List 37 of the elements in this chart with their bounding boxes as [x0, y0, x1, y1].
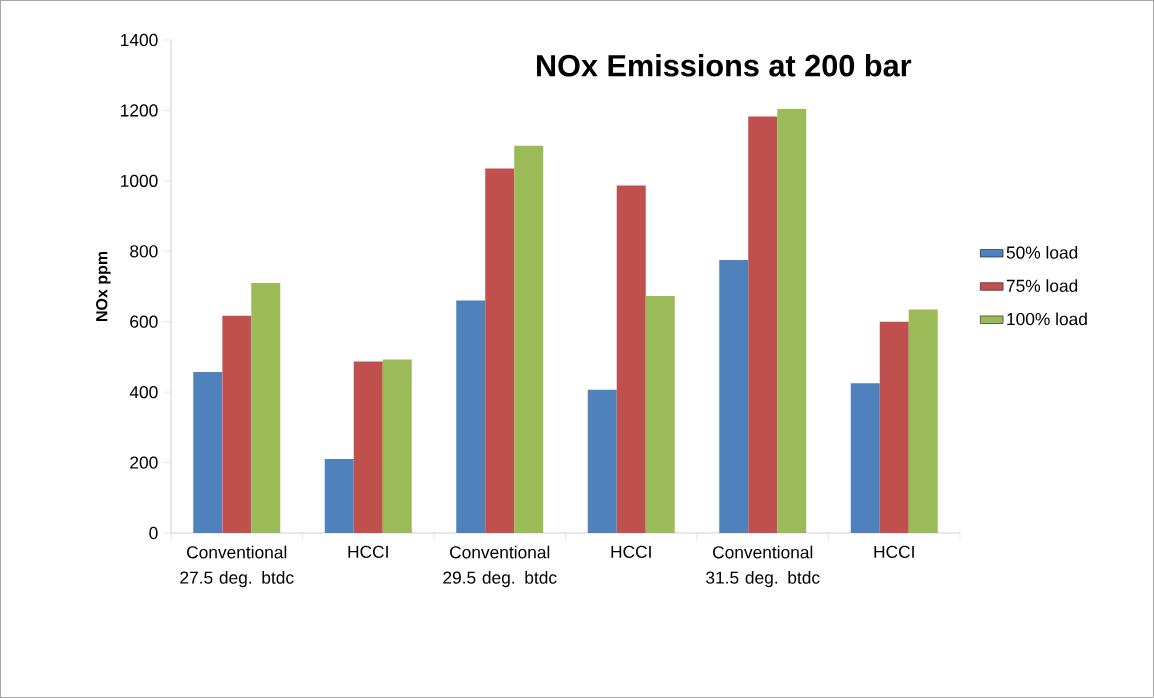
x-tick-label: HCCI	[611, 545, 651, 558]
legend-label: 50% load	[1006, 245, 1078, 259]
x-tick-label: Conventional 27.5 deg. btdc	[180, 545, 294, 588]
y-tick-label: 1000	[121, 174, 158, 187]
chart-title: NOx Emissions at 200 bar	[537, 54, 912, 77]
bar	[850, 383, 880, 533]
y-tick-label: 400	[129, 385, 158, 399]
x-tick-label: Conventional 31.5 deg. btdc	[706, 545, 820, 588]
bar	[616, 185, 646, 533]
x-tick-label: HCCI	[348, 545, 388, 558]
bar	[324, 459, 354, 533]
bar	[251, 282, 281, 533]
bar	[719, 260, 749, 533]
y-tick-label: 1400	[121, 33, 158, 47]
legend-label: 100% load	[1007, 312, 1087, 326]
y-axis-title: NOx ppm	[96, 251, 111, 321]
bar	[587, 389, 617, 533]
bar	[193, 372, 223, 533]
x-tick-label: HCCI	[874, 545, 914, 558]
y-tick-label: 0	[149, 526, 158, 540]
bar	[748, 116, 778, 533]
bar	[514, 145, 544, 533]
x-tick-label: Conventional 29.5 deg. btdc	[443, 545, 557, 588]
bar	[485, 168, 515, 533]
y-tick-label: 200	[130, 456, 158, 469]
bar	[645, 295, 675, 533]
y-tick-label: 1200	[121, 104, 158, 117]
bar	[879, 321, 909, 533]
y-tick-label: 800	[130, 245, 158, 258]
bar	[908, 309, 938, 533]
y-tick-label: 600	[130, 315, 158, 328]
bar	[382, 359, 412, 533]
bar	[353, 361, 383, 533]
legend-label: 75% load	[1006, 279, 1078, 292]
bar	[222, 315, 252, 533]
bar	[456, 300, 486, 533]
bar	[777, 108, 807, 533]
